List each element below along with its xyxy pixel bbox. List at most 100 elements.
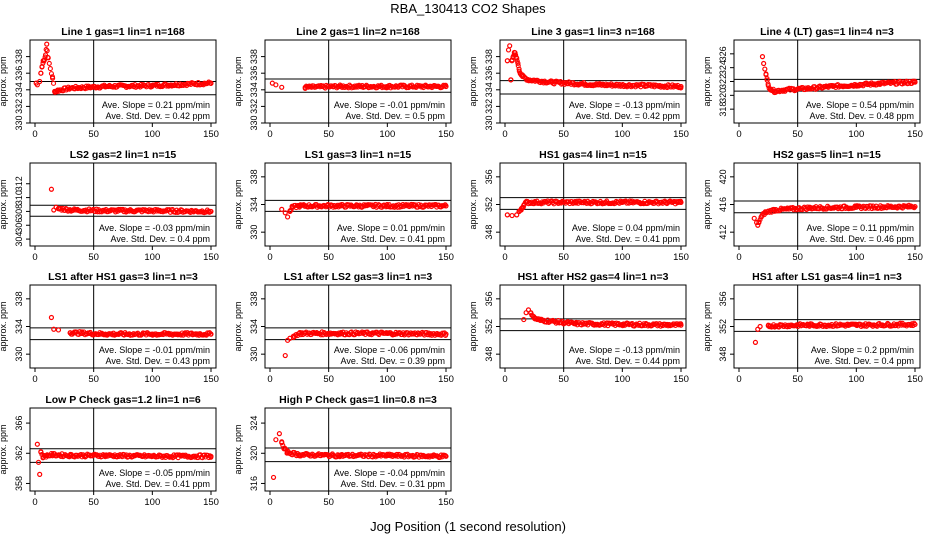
subplot-12: HS1 after LS1 gas=4 lin=1 n=3 approx. ppm…	[702, 271, 923, 385]
subplot-title: LS2 gas=2 lin=1 n=15	[70, 149, 177, 161]
x-tick-label: 150	[673, 374, 689, 385]
x-tick-label: 150	[438, 374, 454, 385]
y-tick-label: 304	[14, 232, 24, 247]
y-tick-label: 334	[14, 319, 24, 334]
x-tick-label: 0	[267, 129, 272, 140]
std-dev-annotation: Ave. Std. Dev. = 0.31 ppm	[341, 479, 445, 489]
data-point	[208, 454, 214, 460]
x-tick-label: 0	[736, 374, 741, 385]
subplot-title: LS1 gas=3 lin=1 n=15	[305, 149, 412, 161]
data-point	[282, 210, 288, 216]
subplot-title: HS2 gas=5 lin=1 n=15	[773, 149, 881, 161]
plot-frame	[499, 39, 687, 124]
data-point	[751, 215, 757, 221]
slope-annotation: Ave. Slope = -0.13 ppm/min	[569, 100, 680, 110]
y-tick-label: 356	[484, 169, 494, 184]
data-point	[166, 207, 172, 213]
data-point	[912, 78, 918, 84]
subplot-title: LS1 after HS1 gas=3 lin=1 n=3	[48, 271, 198, 283]
plot-frame	[264, 407, 452, 492]
std-dev-annotation: Ave. Std. Dev. = 0.41 ppm	[341, 234, 445, 244]
y-axis-label: approx. ppm	[702, 301, 712, 351]
y-tick-label: 348	[718, 347, 728, 362]
y-tick-label: 326	[718, 46, 728, 61]
plot-frame	[29, 407, 217, 492]
data-point	[117, 207, 123, 213]
y-axis-label: approx. ppm	[702, 56, 712, 106]
y-tick-label: 336	[14, 66, 24, 81]
x-tick-label: 100	[848, 252, 864, 263]
data-point	[34, 82, 40, 88]
plot-frame	[264, 39, 452, 124]
data-point	[424, 202, 430, 208]
data-point	[783, 206, 789, 212]
y-tick-label: 338	[249, 169, 259, 184]
x-tick-label: 100	[144, 374, 160, 385]
y-tick-label: 356	[484, 291, 494, 306]
x-tick-label: 0	[736, 252, 741, 263]
slope-annotation: Ave. Slope = -0.03 ppm/min	[99, 223, 210, 233]
y-tick-label: 338	[14, 291, 24, 306]
x-tick-label: 100	[848, 129, 864, 140]
data-point	[389, 204, 395, 210]
data-point	[49, 74, 56, 80]
data-point	[632, 322, 638, 328]
x-tick-label: 150	[438, 252, 454, 263]
data-point	[677, 199, 683, 205]
data-point	[515, 60, 521, 66]
data-point	[911, 205, 917, 211]
data-point	[505, 47, 512, 53]
slope-annotation: Ave. Slope = 0.11 ppm/min	[807, 223, 914, 233]
x-tick-label: 150	[203, 129, 219, 140]
subplot-title: LS1 after LS2 gas=3 lin=1 n=3	[284, 271, 433, 283]
y-tick-label: 348	[484, 225, 494, 240]
data-point	[824, 323, 831, 329]
data-point	[814, 323, 820, 329]
subplot-9: LS1 after HS1 gas=3 lin=1 n=3 approx. ppm…	[0, 271, 219, 385]
data-point	[44, 41, 50, 47]
data-point	[442, 202, 448, 208]
y-tick-label: 332	[14, 99, 24, 114]
std-dev-annotation: Ave. Std. Dev. = 0.48 ppm	[810, 111, 914, 121]
data-point	[273, 437, 279, 443]
subplot-7: HS1 gas=4 lin=1 n=15 approx. ppm 0 50 100 150…	[468, 149, 689, 263]
std-dev-annotation: Ave. Std. Dev. = 0.46 ppm	[810, 234, 914, 244]
x-tick-label: 150	[203, 252, 219, 263]
y-tick-label: 358	[14, 476, 24, 491]
data-point	[276, 431, 282, 437]
x-tick-label: 100	[379, 374, 395, 385]
data-point	[752, 339, 759, 346]
data-point	[180, 452, 186, 458]
slope-annotation: Ave. Slope = -0.04 ppm/min	[334, 468, 445, 478]
subplot-11: HS1 after HS2 gas=4 lin=1 n=3 approx. ppm…	[468, 271, 689, 385]
y-axis-label: approx. ppm	[233, 424, 243, 474]
data-point	[34, 441, 40, 447]
data-point	[442, 332, 449, 339]
slope-annotation: Ave. Slope = 0.21 ppm/min	[102, 100, 210, 110]
x-tick-label: 100	[144, 497, 160, 508]
y-tick-label: 334	[484, 82, 494, 97]
data-point	[51, 326, 57, 332]
y-axis-label: approx. ppm	[468, 56, 478, 106]
data-point	[756, 219, 762, 226]
x-tick-label: 0	[32, 252, 37, 263]
data-point	[184, 453, 190, 459]
x-tick-label: 50	[323, 374, 334, 385]
y-tick-label: 332	[249, 99, 259, 114]
subplot-title: HS1 after HS2 gas=4 lin=1 n=3	[518, 271, 669, 283]
subplot-title: High P Check gas=1 lin=0.8 n=3	[279, 394, 437, 406]
y-tick-label: 362	[14, 446, 24, 461]
slope-annotation: Ave. Slope = 0.04 ppm/min	[572, 223, 680, 233]
data-point	[282, 445, 288, 451]
data-point	[761, 60, 767, 67]
data-point	[598, 81, 604, 87]
subplot-3: Line 3 gas=1 lin=3 n=168 approx. ppm 0 50 10…	[468, 26, 689, 140]
data-point	[47, 66, 53, 72]
x-tick-label: 0	[267, 252, 272, 263]
slope-annotation: Ave. Slope = 0.01 ppm/min	[337, 223, 445, 233]
data-point	[442, 453, 448, 459]
x-tick-label: 100	[379, 497, 395, 508]
data-point	[520, 204, 526, 210]
x-tick-label: 50	[88, 374, 99, 385]
x-tick-label: 50	[323, 252, 334, 263]
